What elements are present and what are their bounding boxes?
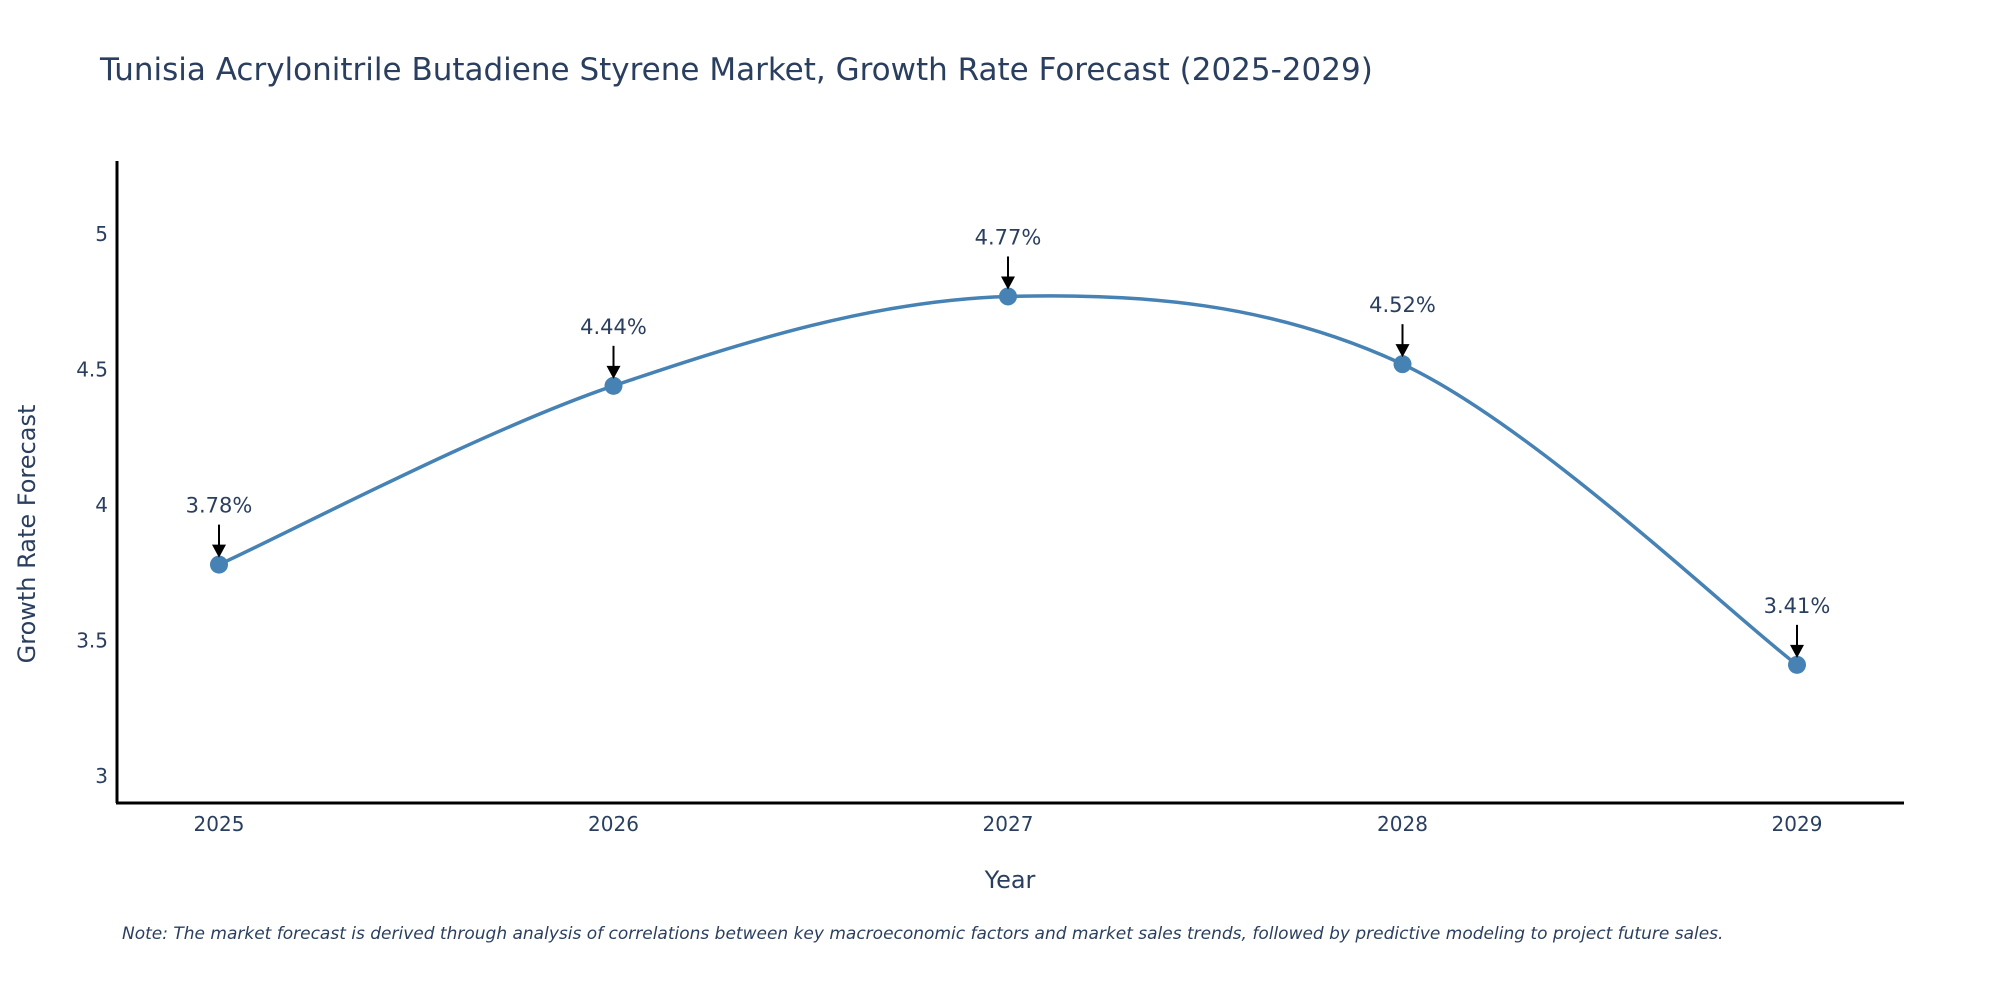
growth-rate-series-line (218, 294, 1799, 667)
data-point (1393, 355, 1412, 374)
data-label: 3.41% (1764, 594, 1831, 618)
x-tick-label: 2027 (983, 812, 1034, 836)
forecast-note: Note: The market forecast is derived thr… (122, 924, 1723, 944)
y-tick-label: 3 (95, 764, 108, 788)
data-label: 3.78% (186, 494, 253, 518)
x-tick-label: 2029 (1772, 812, 1823, 836)
data-annotation: 4.52% (1369, 293, 1436, 358)
data-annotation: 3.41% (1764, 594, 1831, 658)
y-axis-title: Growth Rate Forecast (13, 405, 41, 664)
data-point (210, 555, 228, 574)
data-annotations: 3.78% 4.44% 4.77% 4.52% 3.41% (186, 225, 1831, 658)
x-tick-label: 2025 (194, 812, 245, 836)
data-annotation: 3.78% (186, 494, 253, 558)
data-annotation: 4.44% (580, 315, 647, 379)
plot-area: 3 3.5 4 4.5 5 2025 2026 2027 2028 2029 3.78% 4.44… (76, 161, 1904, 836)
annotation-arrow-head (212, 544, 226, 558)
annotation-arrow-head (606, 365, 621, 379)
y-tick-label: 4 (95, 493, 108, 517)
x-tick-label: 2026 (588, 812, 639, 836)
x-axis-ticks: 2025 2026 2027 2028 2029 (194, 812, 1823, 836)
x-tick-label: 2028 (1377, 812, 1428, 836)
data-label: 4.52% (1369, 293, 1436, 317)
y-axis-ticks: 3 3.5 4 4.5 5 (76, 222, 108, 788)
y-tick-label: 5 (95, 222, 108, 246)
data-label: 4.44% (580, 315, 647, 339)
annotation-arrow-head (1395, 344, 1410, 358)
y-tick-label: 4.5 (76, 358, 108, 382)
data-point (999, 287, 1017, 306)
x-axis-title: Year (984, 866, 1036, 894)
y-tick-label: 3.5 (76, 628, 108, 652)
data-point (1788, 655, 1806, 674)
data-point (604, 376, 623, 395)
data-points (210, 287, 1806, 674)
chart-title: Tunisia Acrylonitrile Butadiene Styrene … (99, 52, 1373, 88)
annotation-arrow-head (1790, 644, 1804, 658)
annotation-arrow-head (1001, 276, 1015, 290)
data-label: 4.77% (975, 225, 1042, 249)
data-annotation: 4.77% (975, 225, 1042, 290)
